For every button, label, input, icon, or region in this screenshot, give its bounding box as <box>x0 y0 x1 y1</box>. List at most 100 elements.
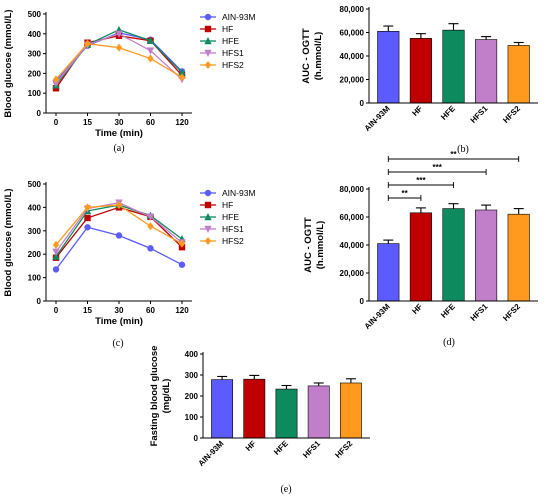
x-tick-label: HF <box>244 439 258 453</box>
data-point <box>52 266 60 273</box>
legend-marker <box>204 49 212 57</box>
y-tick-label: 500 <box>28 10 42 19</box>
legend-label: HF <box>222 24 233 34</box>
x-tick-label: 15 <box>83 306 92 315</box>
chart-a: 0 100 200 300 400 500 0 15 30 60 120 Time (min) Bloo… <box>3 9 256 154</box>
legend-marker <box>204 189 212 197</box>
chart-b: 0 20,000 40,000 60,000 80,000 AIN-93M HF HFE HFS… <box>301 5 538 155</box>
data-point <box>52 252 60 260</box>
x-tick-label: 120 <box>175 306 189 315</box>
y-tick-label: 200 <box>28 250 42 259</box>
chart-d: 0 20,000 40,000 60,000 80,000 AIN-93M HF HFE HFS… <box>303 150 538 348</box>
data-point <box>178 73 186 82</box>
legend-marker <box>204 37 212 45</box>
data-point <box>147 54 154 63</box>
bar-hf <box>409 38 432 104</box>
legend-marker <box>204 13 212 21</box>
x-tick-label: 30 <box>115 306 124 315</box>
y-axis-title: Fasting blood glucose <box>149 346 160 447</box>
y-tick-label: 400 <box>28 30 42 39</box>
bar-ain-93m <box>377 243 400 302</box>
data-point <box>146 213 155 221</box>
y-axis-subtitle: (h.mmol/L) <box>313 32 324 81</box>
series-hfs2 <box>52 39 186 84</box>
bar-hfs2 <box>507 45 530 104</box>
x-tick-label: HFE <box>272 439 290 457</box>
y-tick-label: 300 <box>28 227 42 236</box>
data-point <box>178 239 186 248</box>
x-tick-label: 0 <box>54 118 59 127</box>
y-tick-label: 200 <box>185 392 199 401</box>
data-point <box>52 75 60 84</box>
legend-label: HFS1 <box>222 224 244 234</box>
legend-marker <box>204 237 212 245</box>
y-tick-label: 40,000 <box>340 52 365 61</box>
data-point <box>115 232 123 239</box>
bar-hfe <box>442 29 465 104</box>
panel-label: (d) <box>443 337 455 348</box>
y-tick-label: 400 <box>28 203 42 212</box>
bar-hfs2 <box>339 382 362 439</box>
y-tick-label: 60,000 <box>340 29 365 38</box>
bar-ain-93m <box>211 379 234 439</box>
x-tick-label: 60 <box>146 118 155 127</box>
y-tick-label: 0 <box>360 99 365 108</box>
x-tick-label: 30 <box>115 118 124 127</box>
data-point <box>84 214 91 222</box>
legend-label: HF <box>222 200 233 210</box>
y-axis-title: Blood glucose (mmol/L) <box>3 188 14 296</box>
data-point <box>52 240 60 249</box>
y-axis-title: Blood glucose (mmol/L) <box>3 9 14 117</box>
y-tick-label: 100 <box>185 413 199 422</box>
x-tick-label: AIN-93M <box>363 104 392 133</box>
legend-label: AIN-93M <box>222 188 256 198</box>
data-point <box>115 30 123 38</box>
x-tick-label: HF <box>410 104 424 118</box>
data-point <box>115 43 123 52</box>
x-tick-label: HFE <box>439 104 457 122</box>
x-tick-label: 0 <box>54 306 59 315</box>
x-axis-title: Time (min) <box>95 128 143 139</box>
x-tick-label: HFS2 <box>501 302 522 323</box>
y-tick-label: 40,000 <box>340 241 365 250</box>
x-tick-label: HFS1 <box>301 439 322 460</box>
y-tick-label: 400 <box>185 350 199 359</box>
x-tick-label: AIN-93M <box>197 439 226 468</box>
significance-label: ** <box>450 150 457 159</box>
legend-marker <box>204 201 212 209</box>
y-tick-label: 0 <box>194 434 199 443</box>
chart-c: 0 100 200 300 400 500 0 15 30 60 120 Time (min) Bloo… <box>3 180 256 349</box>
legend-marker <box>204 213 212 221</box>
bar-ain-93m <box>377 31 400 104</box>
y-tick-label: 0 <box>37 297 42 306</box>
legend-marker <box>204 225 212 233</box>
x-tick-label: HF <box>410 302 424 316</box>
panel-label: (b) <box>457 144 469 155</box>
legend-marker <box>204 25 212 33</box>
data-point <box>115 201 123 210</box>
y-tick-label: 100 <box>28 89 42 98</box>
y-tick-label: 80,000 <box>340 5 365 14</box>
data-point <box>178 68 186 76</box>
x-axis-title: Time (min) <box>95 316 143 327</box>
legend-label: HFS2 <box>222 236 244 246</box>
legend-label: AIN-93M <box>222 12 256 22</box>
legend-label: HFS1 <box>222 48 244 58</box>
data-point <box>84 203 91 212</box>
data-point <box>178 261 186 268</box>
series-hfs1 <box>52 30 186 88</box>
y-tick-label: 100 <box>28 274 42 283</box>
series-hfs2 <box>52 201 186 249</box>
y-axis-subtitle: (h.mmol/L) <box>315 221 326 270</box>
data-point <box>52 80 60 88</box>
panel-label: (e) <box>280 484 291 495</box>
chart-e: 0 100 200 300 400 AIN-93M HF HFE HFS1 HFS2 Fasting… <box>149 346 370 495</box>
significance-label: *** <box>433 163 443 172</box>
panel-label: (c) <box>112 338 123 349</box>
x-tick-label: 60 <box>146 306 155 315</box>
significance-label: ** <box>401 189 408 198</box>
x-tick-label: 120 <box>175 118 189 127</box>
y-axis-title: AUC - OGTT <box>303 217 314 273</box>
x-tick-label: HFS1 <box>469 302 490 323</box>
